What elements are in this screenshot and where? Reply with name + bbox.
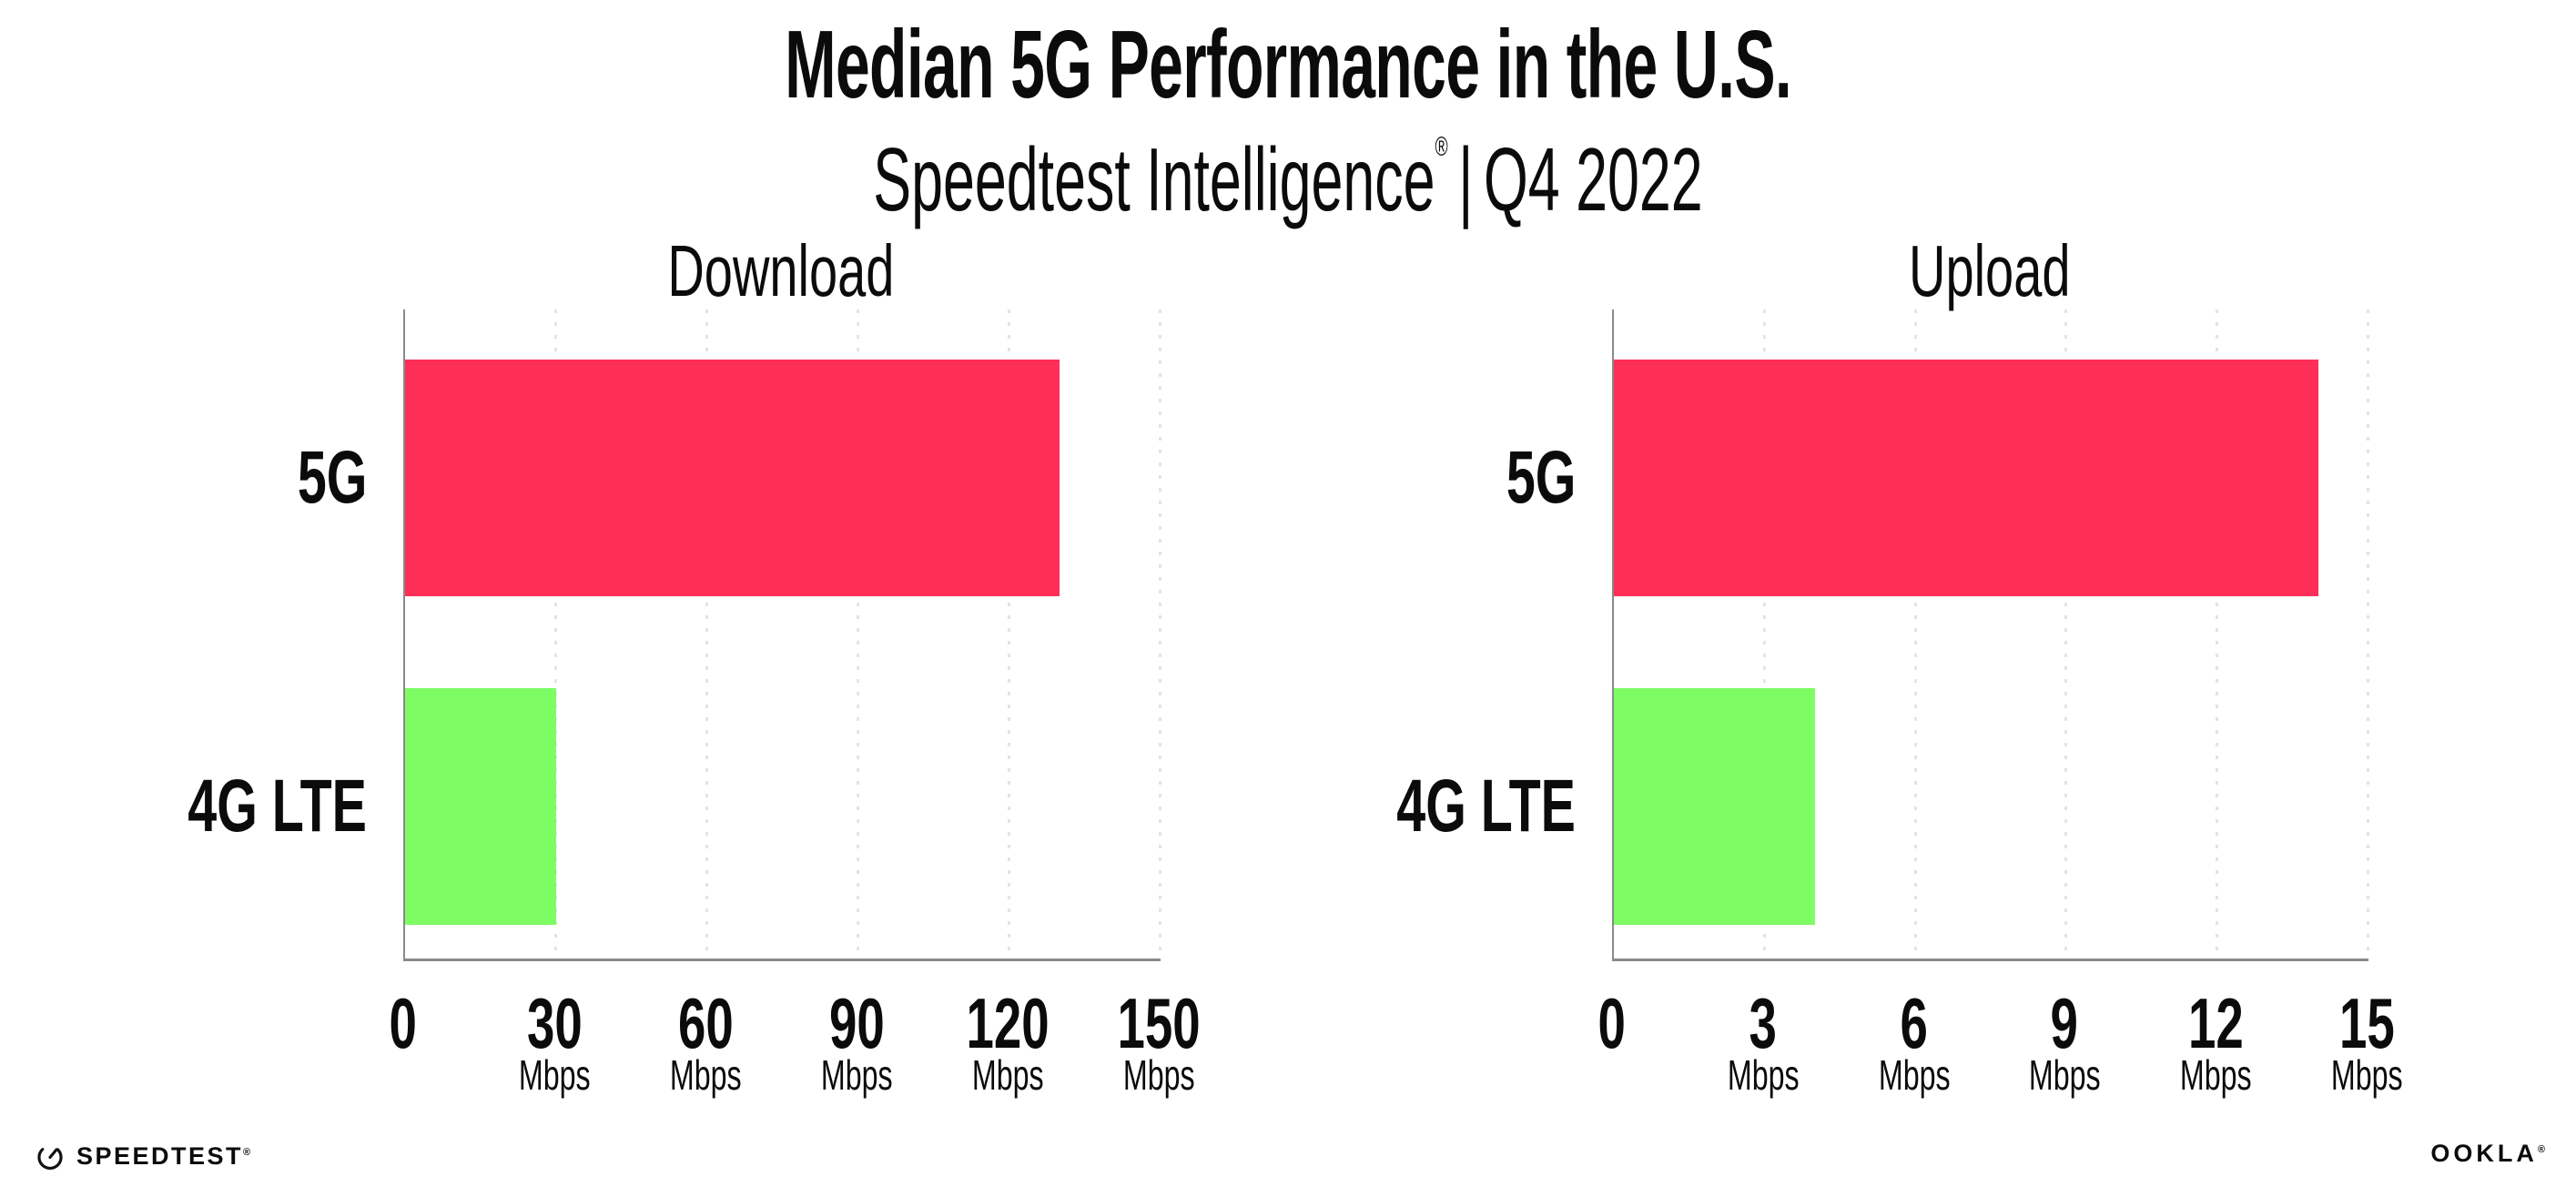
ookla-logo: OOKLA® <box>2430 1141 2545 1166</box>
category-label-text: 4G LTE <box>1396 765 1576 847</box>
gridline-upload-6 <box>1914 309 1917 959</box>
tick-label-text: 60 <box>677 983 734 1063</box>
ookla-registered-icon: ® <box>2537 1144 2545 1155</box>
subtitle-separator: | <box>1458 129 1474 229</box>
plot-area-download <box>403 309 1161 961</box>
tick-unit-text: Mbps <box>820 1051 893 1099</box>
tick-label-download-120: 120 <box>871 988 1144 1059</box>
tick-label-text: 6 <box>1900 983 1929 1063</box>
plot-area-upload <box>1612 309 2369 961</box>
gridline-upload-12 <box>2216 309 2218 959</box>
bar-download-4g-lte <box>405 688 556 925</box>
registered-trademark-icon: ® <box>1435 132 1448 162</box>
subtitle-brand: Speedtest Intelligence <box>873 129 1435 229</box>
gridline-download-90 <box>857 309 859 959</box>
tick-label-text: 9 <box>2050 983 2079 1063</box>
gridline-download-30 <box>554 309 557 959</box>
tick-label-download-30: 30 <box>418 988 691 1059</box>
tick-label-download-0: 0 <box>267 988 540 1059</box>
category-label-upload-4g-lte: 4G LTE <box>1193 769 1576 844</box>
gridline-upload-3 <box>1763 309 1766 959</box>
chart-title-upload: Upload <box>1612 229 2367 313</box>
gridline-download-150 <box>1159 309 1161 959</box>
tick-label-text: 0 <box>389 983 418 1063</box>
category-label-text: 5G <box>297 436 367 519</box>
gridline-download-120 <box>1008 309 1010 959</box>
tick-unit-upload-3: Mbps <box>1627 1054 1900 1096</box>
tick-unit-text: Mbps <box>518 1051 591 1099</box>
tick-unit-text: Mbps <box>2330 1051 2403 1099</box>
ookla-wordmark: OOKLA <box>2430 1140 2538 1167</box>
tick-unit-download-150: Mbps <box>1022 1054 1295 1096</box>
bar-upload-4g-lte <box>1614 688 1815 925</box>
category-label-upload-5g: 5G <box>1193 441 1576 515</box>
speedtest-registered-icon: ® <box>243 1146 251 1158</box>
tick-label-upload-12: 12 <box>2079 988 2352 1059</box>
tick-label-download-90: 90 <box>720 988 993 1059</box>
tick-label-text: 12 <box>2187 983 2244 1063</box>
tick-label-upload-9: 9 <box>1928 988 2201 1059</box>
tick-unit-upload-15: Mbps <box>2230 1054 2503 1096</box>
bar-download-5g <box>405 360 1060 596</box>
tick-unit-text: Mbps <box>2179 1051 2252 1099</box>
category-label-text: 4G LTE <box>188 765 367 847</box>
tick-unit-download-120: Mbps <box>871 1054 1144 1096</box>
page-title-text: Median 5G Performance in the U.S. <box>784 11 1792 118</box>
speedtest-logo: SPEEDTEST® <box>35 1136 250 1176</box>
tick-label-upload-0: 0 <box>1476 988 1749 1059</box>
tick-unit-upload-9: Mbps <box>1928 1054 2201 1096</box>
tick-label-text: 3 <box>1749 983 1778 1063</box>
tick-unit-text: Mbps <box>2028 1051 2101 1099</box>
gridline-download-60 <box>705 309 708 959</box>
tick-unit-text: Mbps <box>971 1051 1044 1099</box>
subtitle-period: Q4 2022 <box>1484 129 1703 229</box>
category-label-download-5g: 5G <box>0 441 367 515</box>
page-subtitle: Speedtest Intelligence® | Q4 2022 <box>0 133 2576 227</box>
category-label-download-4g-lte: 4G LTE <box>0 769 367 844</box>
tick-unit-upload-12: Mbps <box>2079 1054 2352 1096</box>
tick-label-upload-3: 3 <box>1627 988 1900 1059</box>
chart-title-download: Download <box>403 229 1159 313</box>
chart-title-text-download: Download <box>667 230 895 311</box>
tick-unit-text: Mbps <box>1878 1051 1951 1099</box>
gridline-upload-9 <box>2064 309 2067 959</box>
tick-unit-text: Mbps <box>1122 1051 1195 1099</box>
tick-label-text: 150 <box>1117 983 1201 1063</box>
tick-label-text: 120 <box>966 983 1050 1063</box>
speedtest-gauge-icon <box>37 1144 63 1171</box>
tick-unit-download-90: Mbps <box>720 1054 993 1096</box>
tick-unit-upload-6: Mbps <box>1778 1054 2051 1096</box>
chart-title-text-upload: Upload <box>1908 230 2071 311</box>
tick-unit-download-30: Mbps <box>418 1054 691 1096</box>
tick-unit-text: Mbps <box>1727 1051 1800 1099</box>
gridline-upload-15 <box>2367 309 2369 959</box>
page-title: Median 5G Performance in the U.S. <box>0 16 2576 113</box>
category-label-text: 5G <box>1506 436 1576 519</box>
tick-unit-text: Mbps <box>669 1051 742 1099</box>
tick-unit-download-60: Mbps <box>569 1054 842 1096</box>
tick-label-text: 15 <box>2338 983 2395 1063</box>
tick-label-upload-6: 6 <box>1778 988 2051 1059</box>
tick-label-download-60: 60 <box>569 988 842 1059</box>
tick-label-download-150: 150 <box>1022 988 1295 1059</box>
speedtest-wordmark: SPEEDTEST® <box>76 1141 251 1170</box>
tick-label-text: 90 <box>828 983 885 1063</box>
tick-label-text: 0 <box>1597 983 1627 1063</box>
tick-label-upload-15: 15 <box>2230 988 2503 1059</box>
tick-label-text: 30 <box>526 983 583 1063</box>
bar-upload-5g <box>1614 360 2318 596</box>
